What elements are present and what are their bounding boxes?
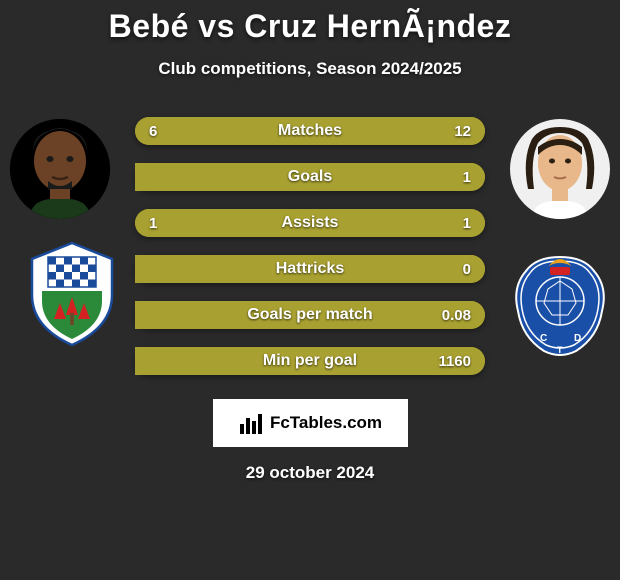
bar-label: Hattricks <box>135 255 485 283</box>
stat-bar: Assists1 1 <box>135 209 485 237</box>
bar-label: Min per goal <box>135 347 485 375</box>
club-right-badge: C D T <box>510 249 610 359</box>
fctables-watermark: FcTables.com <box>213 399 408 447</box>
club-left-badge <box>22 239 122 349</box>
bar-left-value: 1 <box>149 209 157 237</box>
bar-right-value: 12 <box>454 117 471 145</box>
stat-bar: Matches6 12 <box>135 117 485 145</box>
bar-label: Goals per match <box>135 301 485 329</box>
subtitle: Club competitions, Season 2024/2025 <box>0 59 620 79</box>
page-title: Bebé vs Cruz HernÃ¡ndez <box>0 8 620 45</box>
bar-right-value: 0.08 <box>442 301 471 329</box>
svg-text:C: C <box>540 333 547 344</box>
bar-right-value: 1 <box>463 163 471 191</box>
stat-bar: Goals1 <box>135 163 485 191</box>
bar-left-value: 6 <box>149 117 157 145</box>
stat-bar: Goals per match0.08 <box>135 301 485 329</box>
stat-bar: Min per goal1160 <box>135 347 485 375</box>
player-left-avatar <box>10 119 110 219</box>
date-label: 29 october 2024 <box>0 463 620 483</box>
svg-text:T: T <box>557 345 563 355</box>
stat-bars: Matches612Goals1Assists11Hattricks0Goals… <box>135 117 485 393</box>
bar-label: Assists <box>135 209 485 237</box>
fctables-icon <box>238 410 264 436</box>
stat-bar: Hattricks0 <box>135 255 485 283</box>
player-right-avatar <box>510 119 610 219</box>
fctables-label: FcTables.com <box>270 413 382 433</box>
bar-right-value: 1160 <box>438 347 471 375</box>
svg-text:D: D <box>574 333 581 344</box>
bar-label: Goals <box>135 163 485 191</box>
bar-label: Matches <box>135 117 485 145</box>
bar-right-value: 1 <box>463 209 471 237</box>
bar-right-value: 0 <box>463 255 471 283</box>
comparison-panel: C D T Matches612Goals1Assists11Hattricks… <box>0 109 620 389</box>
